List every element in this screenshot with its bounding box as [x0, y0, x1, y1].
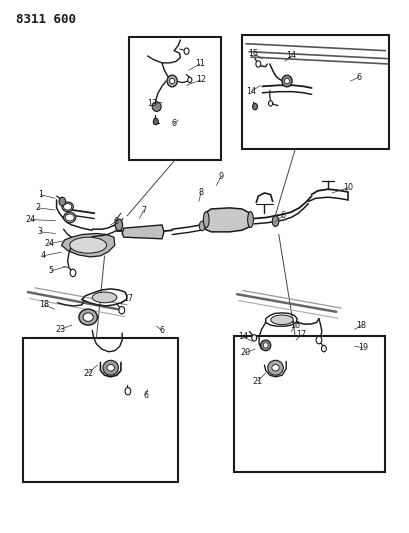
Ellipse shape — [70, 237, 106, 253]
Text: 14: 14 — [246, 87, 256, 96]
Circle shape — [187, 77, 191, 83]
Circle shape — [119, 306, 124, 314]
Ellipse shape — [271, 365, 279, 371]
Circle shape — [251, 335, 256, 341]
Ellipse shape — [65, 214, 74, 221]
Text: 6: 6 — [280, 212, 285, 220]
Ellipse shape — [247, 212, 253, 228]
Text: 12: 12 — [196, 76, 205, 84]
Ellipse shape — [263, 343, 267, 348]
Text: 10: 10 — [343, 183, 353, 192]
Ellipse shape — [267, 360, 283, 375]
Polygon shape — [203, 208, 252, 232]
Text: 24: 24 — [26, 215, 36, 224]
Ellipse shape — [281, 75, 291, 87]
Text: 8311 600: 8311 600 — [16, 13, 76, 26]
Text: 6: 6 — [143, 391, 148, 400]
Ellipse shape — [62, 202, 73, 212]
Ellipse shape — [83, 313, 93, 321]
Text: 15: 15 — [248, 49, 258, 58]
Circle shape — [268, 101, 272, 106]
Text: 17: 17 — [296, 330, 306, 339]
Ellipse shape — [63, 212, 76, 223]
Ellipse shape — [103, 360, 118, 375]
Bar — [22, 338, 178, 482]
Text: 6: 6 — [355, 73, 360, 82]
Text: 14: 14 — [237, 333, 247, 341]
Ellipse shape — [79, 309, 97, 325]
Text: 6: 6 — [159, 326, 164, 335]
Ellipse shape — [199, 221, 204, 231]
Ellipse shape — [284, 78, 289, 84]
Ellipse shape — [260, 340, 270, 351]
Circle shape — [153, 118, 158, 125]
Ellipse shape — [272, 216, 278, 227]
Text: 21: 21 — [252, 377, 262, 385]
Text: 13: 13 — [146, 100, 156, 108]
Text: 4: 4 — [40, 252, 45, 260]
Bar — [233, 336, 384, 472]
Circle shape — [184, 48, 189, 54]
Text: 9: 9 — [218, 173, 222, 181]
Circle shape — [59, 197, 65, 206]
Ellipse shape — [270, 315, 292, 325]
Text: 24: 24 — [44, 239, 54, 248]
Ellipse shape — [115, 219, 122, 231]
Text: 23: 23 — [56, 325, 65, 334]
Bar — [241, 35, 389, 149]
Text: 19: 19 — [357, 343, 367, 352]
Bar — [129, 37, 221, 160]
Ellipse shape — [63, 204, 72, 210]
Text: 11: 11 — [195, 60, 204, 68]
Ellipse shape — [152, 102, 161, 111]
Circle shape — [255, 61, 260, 67]
Circle shape — [321, 345, 326, 352]
Polygon shape — [122, 225, 164, 239]
Ellipse shape — [167, 75, 177, 87]
Polygon shape — [61, 233, 115, 257]
Text: 2: 2 — [36, 204, 40, 212]
Text: 7: 7 — [141, 206, 146, 215]
Text: 5: 5 — [49, 266, 54, 275]
Text: 18: 18 — [356, 321, 366, 329]
Text: 18: 18 — [39, 301, 49, 309]
Text: 6: 6 — [171, 119, 176, 128]
Ellipse shape — [107, 365, 114, 371]
Circle shape — [125, 387, 130, 395]
Text: 6: 6 — [113, 217, 118, 225]
Text: 20: 20 — [240, 349, 249, 357]
Circle shape — [70, 269, 76, 277]
Ellipse shape — [203, 212, 209, 228]
Text: 8: 8 — [198, 189, 203, 197]
Text: 1: 1 — [38, 190, 43, 199]
Circle shape — [252, 103, 257, 110]
Ellipse shape — [169, 78, 174, 84]
Text: 3: 3 — [38, 228, 43, 236]
Text: 22: 22 — [83, 369, 93, 377]
Text: 17: 17 — [123, 294, 133, 303]
Circle shape — [315, 336, 321, 344]
Text: 14: 14 — [285, 52, 295, 60]
Text: 16: 16 — [290, 321, 299, 329]
Ellipse shape — [92, 292, 117, 303]
